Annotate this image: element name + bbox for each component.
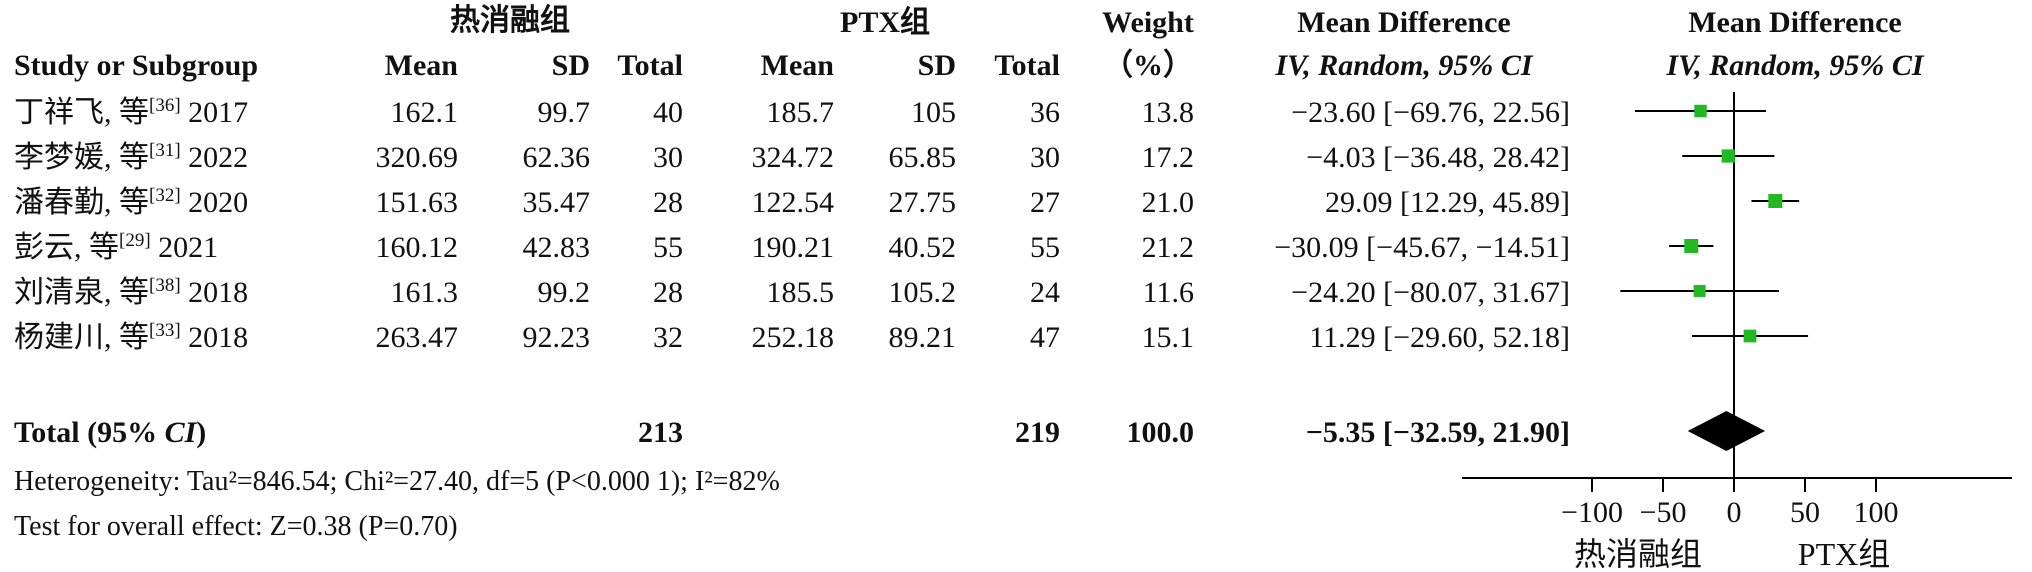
study-effect-marker xyxy=(1743,329,1757,343)
study-author: 潘春勤, 等[32] 2020 xyxy=(14,185,248,219)
study-ci-text: −23.60 [−69.76, 22.56] xyxy=(1291,96,1570,129)
x-tick-label: 50 xyxy=(1790,496,1820,529)
study-mean2: 190.21 xyxy=(752,231,835,264)
study-sd1: 62.36 xyxy=(523,141,591,174)
study-total1: 55 xyxy=(653,231,683,264)
col-sd2-header: SD xyxy=(918,49,956,82)
study-mean1: 160.12 xyxy=(376,231,459,264)
study-sd2: 105 xyxy=(911,96,956,129)
study-total1: 30 xyxy=(653,141,683,174)
study-ci-text: −4.03 [−36.48, 28.42] xyxy=(1306,141,1570,174)
pooled-effect-diamond xyxy=(1687,411,1766,451)
x-tick-label: −100 xyxy=(1561,496,1623,529)
study-effect-marker xyxy=(1721,149,1735,163)
study-ci-text: 11.29 [−29.60, 52.18] xyxy=(1309,321,1570,354)
study-sd1: 99.7 xyxy=(538,96,591,129)
study-total2: 55 xyxy=(1030,231,1060,264)
study-total1: 28 xyxy=(653,186,683,219)
study-total2: 30 xyxy=(1030,141,1060,174)
study-ci-text: −24.20 [−80.07, 31.67] xyxy=(1291,276,1570,309)
study-author: 杨建川, 等[33] 2018 xyxy=(14,320,248,354)
study-sd2: 105.2 xyxy=(889,276,957,309)
study-mean2: 252.18 xyxy=(752,321,835,354)
md-method-header: IV, Random, 95% CI xyxy=(1274,49,1533,82)
study-mean1: 320.69 xyxy=(376,141,459,174)
study-mean2: 122.54 xyxy=(752,186,835,219)
total-group1: 213 xyxy=(638,416,683,449)
total-weight: 100.0 xyxy=(1127,416,1195,449)
favours-left-label: 热消融组 xyxy=(1574,536,1702,572)
study-weight: 21.0 xyxy=(1142,186,1195,219)
study-mean2: 185.5 xyxy=(767,276,835,309)
study-sd1: 99.2 xyxy=(538,276,591,309)
forest-method-header: IV, Random, 95% CI xyxy=(1665,49,1924,82)
study-sd1: 42.83 xyxy=(523,231,591,264)
total-ci-text: −5.35 [−32.59, 21.90] xyxy=(1306,416,1570,449)
study-effect-marker xyxy=(1684,239,1699,253)
study-sd1: 35.47 xyxy=(523,186,591,219)
study-sd1: 92.23 xyxy=(523,321,591,354)
overall-effect-text: Test for overall effect: Z=0.38 (P=0.70) xyxy=(14,511,458,542)
study-author: 彭云, 等[29] 2021 xyxy=(14,230,218,264)
study-total1: 32 xyxy=(653,321,683,354)
study-weight: 11.6 xyxy=(1143,276,1194,309)
study-total1: 28 xyxy=(653,276,683,309)
col-sd1-header: SD xyxy=(552,49,590,82)
study-effect-marker xyxy=(1768,194,1783,208)
study-total2: 24 xyxy=(1030,276,1060,309)
total-group2: 219 xyxy=(1015,416,1060,449)
weight-title: Weight xyxy=(1102,6,1194,39)
study-total2: 36 xyxy=(1030,96,1060,129)
col-total1-header: Total xyxy=(617,49,683,82)
study-weight: 13.8 xyxy=(1142,96,1195,129)
study-total2: 27 xyxy=(1030,186,1060,219)
study-weight: 21.2 xyxy=(1142,231,1195,264)
study-sd2: 27.75 xyxy=(889,186,957,219)
favours-right-label: PTX组 xyxy=(1798,536,1890,572)
study-sd2: 40.52 xyxy=(889,231,957,264)
study-sd2: 89.21 xyxy=(889,321,957,354)
study-sd2: 65.85 xyxy=(889,141,957,174)
x-tick-label: 0 xyxy=(1727,496,1742,529)
study-effect-marker xyxy=(1693,285,1706,297)
total-label: Total (95% CI) xyxy=(14,416,206,449)
study-mean1: 162.1 xyxy=(391,96,459,129)
study-ci-text: 29.09 [12.29, 45.89] xyxy=(1325,186,1570,219)
study-author: 丁祥飞, 等[36] 2017 xyxy=(14,95,248,129)
study-weight: 15.1 xyxy=(1142,321,1195,354)
weight-unit-header: （%） xyxy=(1103,48,1193,82)
study-mean1: 151.63 xyxy=(376,186,459,219)
study-author: 刘清泉, 等[38] 2018 xyxy=(14,275,248,309)
study-weight: 17.2 xyxy=(1142,141,1195,174)
study-ci-text: −30.09 [−45.67, −14.51] xyxy=(1274,231,1570,264)
x-tick-label: −50 xyxy=(1640,496,1687,529)
heterogeneity-text: Heterogeneity: Tau²=846.54; Chi²=27.40, … xyxy=(14,466,780,497)
study-total2: 47 xyxy=(1030,321,1060,354)
study-effect-marker xyxy=(1694,104,1707,118)
study-total1: 40 xyxy=(653,96,683,129)
study-mean1: 263.47 xyxy=(376,321,459,354)
col-total2-header: Total xyxy=(994,49,1060,82)
study-mean2: 185.7 xyxy=(767,96,835,129)
study-mean1: 161.3 xyxy=(391,276,459,309)
study-mean2: 324.72 xyxy=(752,141,835,174)
x-tick-label: 100 xyxy=(1854,496,1899,529)
forest-title: Mean Difference xyxy=(1688,6,1902,39)
col-mean1-header: Mean xyxy=(385,49,459,82)
col-mean2-header: Mean xyxy=(761,49,835,82)
col-study-header: Study or Subgroup xyxy=(14,49,258,82)
group1-title: 热消融组 xyxy=(450,3,570,37)
group2-title: PTX组 xyxy=(840,5,930,39)
study-author: 李梦媛, 等[31] 2022 xyxy=(14,140,248,174)
md-title: Mean Difference xyxy=(1297,6,1511,39)
